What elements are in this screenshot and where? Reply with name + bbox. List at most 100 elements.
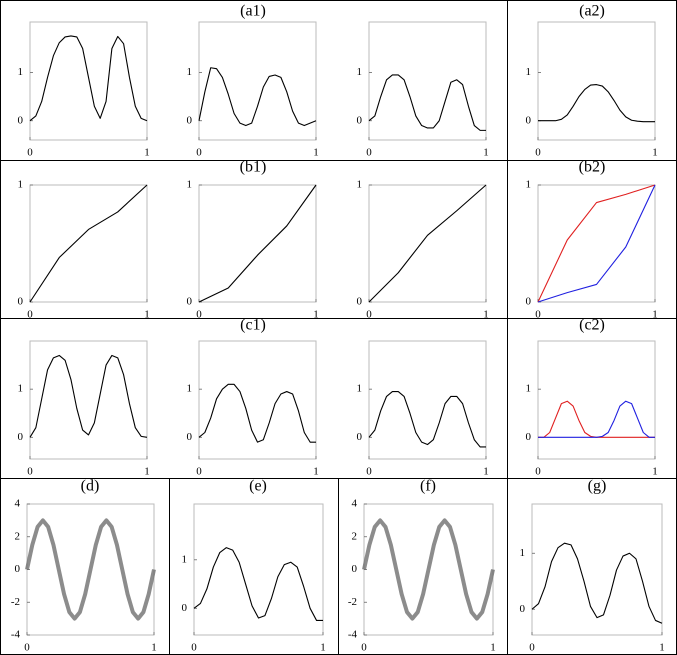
data-line xyxy=(537,184,656,303)
x-tick-label: 1 xyxy=(652,466,658,478)
data-line xyxy=(368,184,487,303)
x-tick-label: 0 xyxy=(24,642,30,654)
x-tick-label: 1 xyxy=(320,642,326,654)
x-tick-label: 0 xyxy=(535,147,541,159)
plot-box xyxy=(537,21,656,141)
y-tick-label: 1 xyxy=(526,66,532,78)
y-tick-label: 1 xyxy=(18,383,24,395)
x-tick-label: 0 xyxy=(196,309,202,321)
data-line xyxy=(198,184,317,303)
data-line xyxy=(531,542,663,624)
x-tick-label: 1 xyxy=(652,309,658,321)
data-line xyxy=(29,184,148,303)
panel-title: (b1) xyxy=(240,159,267,176)
y-tick-label: 1 xyxy=(520,547,526,559)
x-tick-label: 0 xyxy=(366,147,372,159)
plot-box xyxy=(198,21,317,141)
y-tick-label: 0 xyxy=(18,431,24,443)
y-tick-label: 1 xyxy=(182,553,188,565)
x-tick-label: 1 xyxy=(313,309,319,321)
panel-title: (a1) xyxy=(240,3,266,20)
y-tick-label: 1 xyxy=(18,66,24,78)
y-tick-label: 0 xyxy=(15,563,21,575)
y-tick-label: 1 xyxy=(357,66,363,78)
x-tick-label: 0 xyxy=(361,642,367,654)
plot-box xyxy=(29,21,148,141)
y-tick-label: -2 xyxy=(11,596,20,608)
data-line xyxy=(537,184,656,303)
y-tick-label: 0 xyxy=(520,603,526,615)
plot-box xyxy=(537,340,656,460)
panel-title: (c2) xyxy=(579,317,605,334)
x-tick-label: 0 xyxy=(529,642,535,654)
plot-box xyxy=(198,184,317,303)
y-tick-label: 1 xyxy=(526,179,532,191)
y-tick-label: 0 xyxy=(526,296,532,308)
y-tick-label: 4 xyxy=(352,498,358,510)
y-tick-label: 0 xyxy=(187,431,193,443)
x-tick-label: 1 xyxy=(144,466,150,478)
panel-title: (a2) xyxy=(579,3,605,20)
x-tick-label: 0 xyxy=(27,147,33,159)
y-tick-label: 0 xyxy=(526,431,532,443)
plot-box xyxy=(198,340,317,460)
x-tick-label: 1 xyxy=(483,147,489,159)
x-tick-label: 0 xyxy=(27,309,33,321)
plot-box xyxy=(531,503,663,636)
plot-box xyxy=(368,21,487,141)
panel-title: (e) xyxy=(249,478,267,495)
y-tick-label: -4 xyxy=(11,629,21,641)
x-tick-label: 0 xyxy=(535,309,541,321)
x-tick-label: 1 xyxy=(313,466,319,478)
y-tick-label: -4 xyxy=(348,629,358,641)
y-tick-label: 4 xyxy=(15,498,21,510)
data-line xyxy=(25,518,156,621)
data-line xyxy=(29,354,148,438)
x-tick-label: 0 xyxy=(366,309,372,321)
x-tick-label: 0 xyxy=(196,147,202,159)
y-tick-label: 2 xyxy=(15,530,21,542)
x-tick-label: 1 xyxy=(483,466,489,478)
data-line xyxy=(29,35,148,122)
y-tick-label: 0 xyxy=(357,296,363,308)
panel-title: (f) xyxy=(420,478,436,495)
data-line xyxy=(368,74,486,131)
y-tick-label: 0 xyxy=(357,431,363,443)
data-line xyxy=(193,547,323,621)
y-tick-label: 0 xyxy=(182,602,188,614)
y-tick-label: 2 xyxy=(352,530,358,542)
x-tick-label: 0 xyxy=(191,642,197,654)
panel-title: (c1) xyxy=(240,317,266,334)
x-tick-label: 1 xyxy=(652,147,658,159)
data-line xyxy=(198,383,316,443)
plot-box xyxy=(537,184,656,303)
x-tick-label: 0 xyxy=(196,466,202,478)
x-tick-label: 1 xyxy=(144,147,150,159)
panel-title: (d) xyxy=(81,478,100,495)
panel-title: (g) xyxy=(588,478,607,495)
y-tick-label: 1 xyxy=(357,179,363,191)
y-tick-label: 0 xyxy=(357,114,363,126)
y-tick-label: 1 xyxy=(187,66,193,78)
y-tick-label: 1 xyxy=(187,179,193,191)
x-tick-label: 1 xyxy=(483,309,489,321)
data-line xyxy=(538,400,655,438)
y-tick-label: -2 xyxy=(348,596,357,608)
x-tick-label: 1 xyxy=(313,147,319,159)
y-tick-label: 0 xyxy=(187,296,193,308)
x-tick-label: 0 xyxy=(535,466,541,478)
data-line xyxy=(362,518,495,621)
plot-box xyxy=(368,184,487,303)
x-tick-label: 0 xyxy=(27,466,33,478)
panel-title: (b2) xyxy=(579,159,606,176)
data-line xyxy=(198,67,317,127)
y-tick-label: 0 xyxy=(18,114,24,126)
data-line xyxy=(538,84,655,123)
x-tick-label: 0 xyxy=(366,466,372,478)
x-tick-label: 1 xyxy=(490,642,496,654)
plot-box xyxy=(29,184,148,303)
data-line xyxy=(368,391,486,448)
x-tick-label: 1 xyxy=(659,642,665,654)
